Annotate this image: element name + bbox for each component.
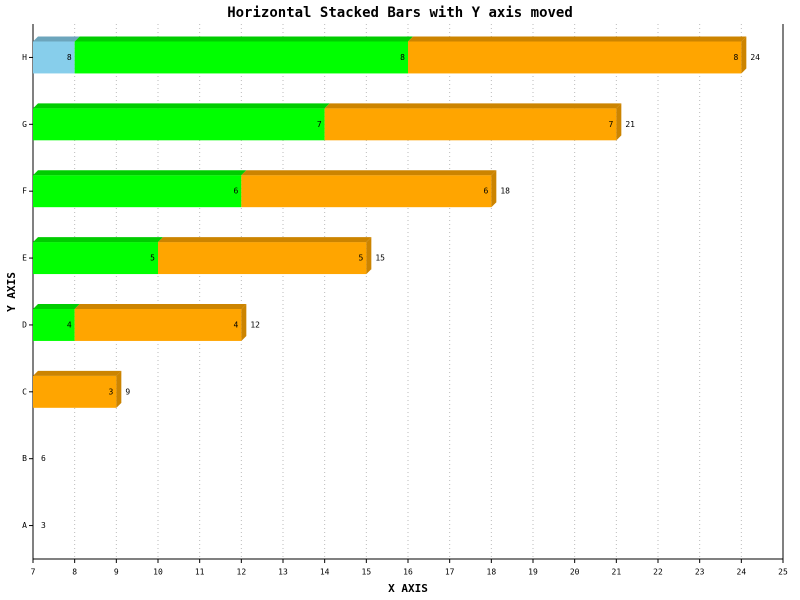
x-tick-label: 11 — [195, 568, 205, 577]
segment-label: 5 — [150, 254, 155, 263]
bar-top — [324, 103, 622, 109]
y-tick-label: F — [22, 187, 27, 196]
bar-top — [158, 237, 372, 243]
bar-top — [74, 303, 247, 309]
x-tick-label: 7 — [31, 568, 36, 577]
x-tick-label: 10 — [153, 568, 163, 577]
x-tick-label: 17 — [445, 568, 455, 577]
bar-segment — [33, 41, 75, 74]
bar-segment — [33, 308, 75, 341]
x-tick-label: 18 — [487, 568, 497, 577]
total-label: 21 — [625, 120, 635, 129]
segment-label: 4 — [234, 320, 239, 329]
bar-segment — [158, 242, 367, 275]
bar-top — [33, 170, 247, 176]
total-label: 15 — [375, 254, 385, 263]
x-tick-label: 14 — [320, 568, 330, 577]
y-axis-label: Y AXIS — [5, 272, 18, 312]
bar-top — [33, 36, 80, 42]
segment-label: 5 — [359, 254, 364, 263]
chart-title: Horizontal Stacked Bars with Y axis move… — [227, 5, 573, 21]
total-label: 6 — [41, 454, 46, 463]
x-tick-label: 21 — [612, 568, 622, 577]
bar-top — [408, 36, 747, 42]
bar-side — [116, 370, 122, 408]
bar-top — [241, 170, 497, 176]
segment-label: 8 — [67, 53, 72, 62]
bar-segment — [324, 108, 617, 141]
bar-segment — [74, 41, 409, 74]
bar-top — [33, 303, 80, 309]
bar-segment — [408, 41, 742, 74]
segment-label: 8 — [734, 53, 739, 62]
x-tick-label: 19 — [528, 568, 538, 577]
x-tick-label: 8 — [72, 568, 77, 577]
bar-segment — [33, 108, 325, 141]
y-tick-label: B — [22, 454, 27, 463]
total-label: 18 — [500, 187, 510, 196]
bar-top — [33, 370, 122, 376]
x-tick-label: 23 — [695, 568, 705, 577]
segment-label: 6 — [484, 187, 489, 196]
x-tick-label: 20 — [570, 568, 580, 577]
bar-segment — [33, 175, 242, 208]
bar-side — [741, 36, 747, 74]
segment-label: 3 — [109, 387, 114, 396]
x-tick-label: 16 — [403, 568, 413, 577]
total-label: 12 — [250, 320, 260, 329]
x-tick-label: 22 — [653, 568, 663, 577]
bar-segment — [33, 375, 117, 408]
x-tick-label: 25 — [778, 568, 788, 577]
y-tick-label: C — [22, 387, 27, 396]
segment-label: 7 — [317, 120, 322, 129]
bar-side — [491, 170, 497, 208]
bar-side — [366, 237, 372, 275]
segment-label: 6 — [234, 187, 239, 196]
bar-side — [241, 303, 247, 341]
bar-side — [616, 103, 622, 141]
y-tick-label: G — [22, 120, 27, 129]
x-tick-label: 24 — [737, 568, 747, 577]
x-tick-label: 13 — [278, 568, 288, 577]
x-tick-label: 15 — [362, 568, 372, 577]
y-tick-label: E — [22, 254, 27, 263]
x-axis-label: X AXIS — [388, 582, 428, 595]
bar-segment — [74, 308, 242, 341]
segment-label: 8 — [400, 53, 405, 62]
bar-top — [33, 103, 330, 109]
y-tick-label: H — [22, 53, 27, 62]
total-label: 24 — [750, 53, 760, 62]
y-tick-label: D — [22, 320, 27, 329]
total-label: 3 — [41, 521, 46, 530]
bar-segment — [33, 242, 158, 275]
x-tick-label: 12 — [237, 568, 247, 577]
bar-segment — [241, 175, 492, 208]
total-label: 9 — [125, 387, 130, 396]
y-tick-label: A — [22, 521, 27, 530]
bar-top — [33, 237, 163, 243]
bar-top — [74, 36, 414, 42]
segment-label: 4 — [67, 320, 72, 329]
segment-label: 7 — [609, 120, 614, 129]
x-tick-label: 9 — [114, 568, 119, 577]
